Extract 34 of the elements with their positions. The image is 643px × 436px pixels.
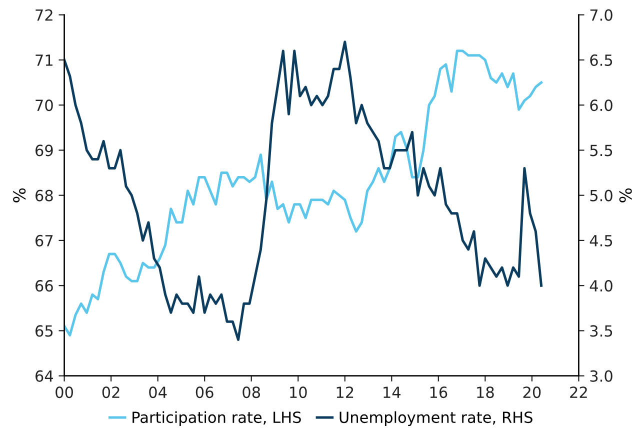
y-tick-label: 64 xyxy=(36,370,54,382)
y-tick-label: 67 xyxy=(36,234,53,246)
y-tick-label: 71 xyxy=(36,54,52,66)
x-tick-label: 10 xyxy=(290,386,307,398)
x-tick-label: 12 xyxy=(336,386,354,398)
y-tick-label: 72 xyxy=(36,9,52,21)
y2-tick-label: 6.0 xyxy=(590,100,612,112)
x-tick-label: 20 xyxy=(523,386,541,398)
y2-tick-label: 4.5 xyxy=(590,235,612,246)
y2-tick-label: 3.5 xyxy=(590,325,612,337)
y2-tick-label: 4.0 xyxy=(590,280,612,292)
y-tick-label: 70 xyxy=(36,100,53,112)
y-tick-label: 65 xyxy=(36,325,53,337)
y2-axis-title: % xyxy=(619,188,632,202)
x-tick-label: 22 xyxy=(570,386,587,398)
y2-tick-label: 5.5 xyxy=(590,144,612,156)
y-tick-label: 68 xyxy=(36,190,53,202)
legend-label: Unemployment rate, RHS xyxy=(340,411,532,426)
y2-tick-label: 5.0 xyxy=(590,190,612,202)
y-tick-label: 69 xyxy=(36,144,53,156)
y-tick-label: 66 xyxy=(36,280,53,292)
x-tick-label: 02 xyxy=(102,386,120,398)
x-tick-label: 18 xyxy=(477,386,494,398)
legend-label: Participation rate, LHS xyxy=(132,411,301,426)
y2-tick-label: 7.0 xyxy=(590,9,612,21)
x-tick-label: 06 xyxy=(196,386,214,398)
x-tick-label: 16 xyxy=(430,386,448,398)
x-tick-label: 00 xyxy=(56,386,74,398)
x-tick-label: 14 xyxy=(384,386,401,398)
y-axis-title: % xyxy=(13,188,26,202)
x-tick-label: 08 xyxy=(242,386,260,398)
y2-tick-label: 6.5 xyxy=(590,54,612,66)
x-tick-label: 04 xyxy=(149,386,167,398)
y2-tick-label: 3.0 xyxy=(590,370,612,382)
